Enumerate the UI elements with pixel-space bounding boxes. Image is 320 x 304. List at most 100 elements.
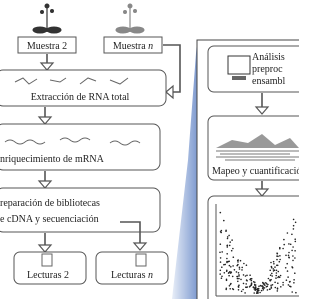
plot-dot	[226, 253, 228, 255]
plot-dot	[230, 282, 232, 285]
plot-dot	[257, 290, 260, 292]
plot-dot	[294, 250, 296, 252]
computer-icon	[232, 76, 246, 80]
plot-dot	[294, 257, 296, 259]
plot-dot	[269, 279, 271, 281]
arrow-head	[254, 106, 270, 115]
plot-dot	[279, 255, 281, 257]
plot-dot	[238, 274, 240, 276]
plot-dot	[263, 283, 265, 286]
plot-dot	[229, 272, 232, 274]
plot-dot	[272, 268, 275, 270]
workflow-diagram: Muestra 2 Muestra n Extracción de RNA to…	[0, 3, 309, 304]
plot-dot	[252, 286, 255, 289]
plot-dot	[294, 221, 297, 224]
plot-dot	[288, 243, 290, 245]
plot-dot	[228, 264, 231, 267]
plot-dot	[276, 258, 278, 261]
coverage-icon	[216, 134, 299, 148]
reads-label-text: Lecturas	[111, 270, 148, 281]
plot-dot	[223, 219, 225, 222]
plot-dot	[277, 255, 279, 258]
arrow	[163, 44, 181, 93]
plot-dot	[292, 218, 295, 221]
plot-dot	[288, 281, 291, 283]
plot-dot	[260, 289, 263, 292]
plot-dot	[232, 256, 235, 259]
zoom-connector	[172, 40, 197, 299]
plot-dot	[226, 269, 228, 272]
plot-dot	[293, 279, 295, 281]
plot-dot	[220, 277, 223, 280]
plot-dot	[219, 269, 222, 272]
plot-dot	[291, 249, 293, 252]
plot-dot	[273, 263, 275, 265]
plot-dot	[237, 261, 239, 263]
plot-dot	[245, 279, 248, 281]
plot-dot	[223, 263, 225, 266]
plot-dot	[256, 292, 258, 295]
plot-dot	[241, 269, 243, 271]
reads-label-italic: n	[148, 270, 153, 281]
sample-label: Muestra 2	[27, 41, 67, 52]
plot-dot	[266, 285, 269, 288]
panel-label: Análisis	[252, 52, 285, 63]
plot-dot	[279, 258, 281, 261]
reads-icon	[216, 150, 299, 161]
plot-dot	[241, 266, 243, 269]
sample-label-text: Muestra	[113, 41, 148, 52]
plot-dot	[278, 260, 281, 263]
plot-dot	[230, 249, 233, 252]
step-box	[0, 187, 161, 233]
plot-dot	[279, 246, 281, 249]
plot-dot	[275, 272, 278, 274]
plot-dot	[274, 266, 276, 268]
plot-dot	[219, 273, 221, 275]
plot-dot	[249, 278, 252, 280]
plot-dot	[289, 243, 292, 246]
plot-dot	[220, 229, 223, 232]
plot-dot	[238, 266, 241, 269]
plot-dot	[292, 246, 294, 248]
plot-dot	[219, 251, 221, 254]
plot-dot	[224, 263, 226, 266]
plot-dot	[245, 283, 247, 285]
plot-dot	[276, 287, 279, 290]
arrow	[120, 221, 141, 244]
plot-dot	[286, 262, 289, 265]
plant-icon	[32, 3, 62, 34]
plot-dot	[242, 274, 245, 276]
plot-dot	[276, 290, 279, 292]
plot-dot	[242, 282, 245, 285]
plot-dot	[275, 274, 278, 277]
plot-dot	[219, 257, 222, 259]
plot-dot	[233, 269, 236, 271]
plot-dot	[237, 280, 239, 283]
plot-dot	[283, 238, 285, 241]
plot-dot	[293, 282, 295, 284]
plot-dot	[242, 288, 244, 291]
plot-dot	[270, 261, 272, 264]
sample-label: Muestra n	[113, 41, 153, 52]
plot-dot	[232, 288, 235, 291]
plot-dot	[225, 287, 228, 290]
plant-icon	[115, 3, 145, 34]
arrow-head	[39, 62, 55, 71]
plot-dot	[244, 275, 247, 277]
arrow-head	[37, 116, 53, 125]
plot-dot	[238, 268, 241, 270]
plot-dot	[226, 236, 229, 238]
plot-dot	[282, 247, 284, 250]
plot-dot	[276, 264, 279, 267]
plot-dot	[287, 284, 290, 286]
plot-dot	[269, 269, 272, 272]
plot-dot	[238, 277, 240, 280]
plot-dot	[274, 286, 277, 289]
panel-label: ensambl	[252, 76, 286, 87]
reads-label: Lecturas 2	[27, 270, 69, 281]
plot-dot	[271, 284, 274, 286]
plot-dot	[277, 282, 279, 285]
plot-dot	[226, 244, 229, 247]
plot-dot	[275, 277, 277, 279]
plot-dot	[265, 283, 268, 285]
